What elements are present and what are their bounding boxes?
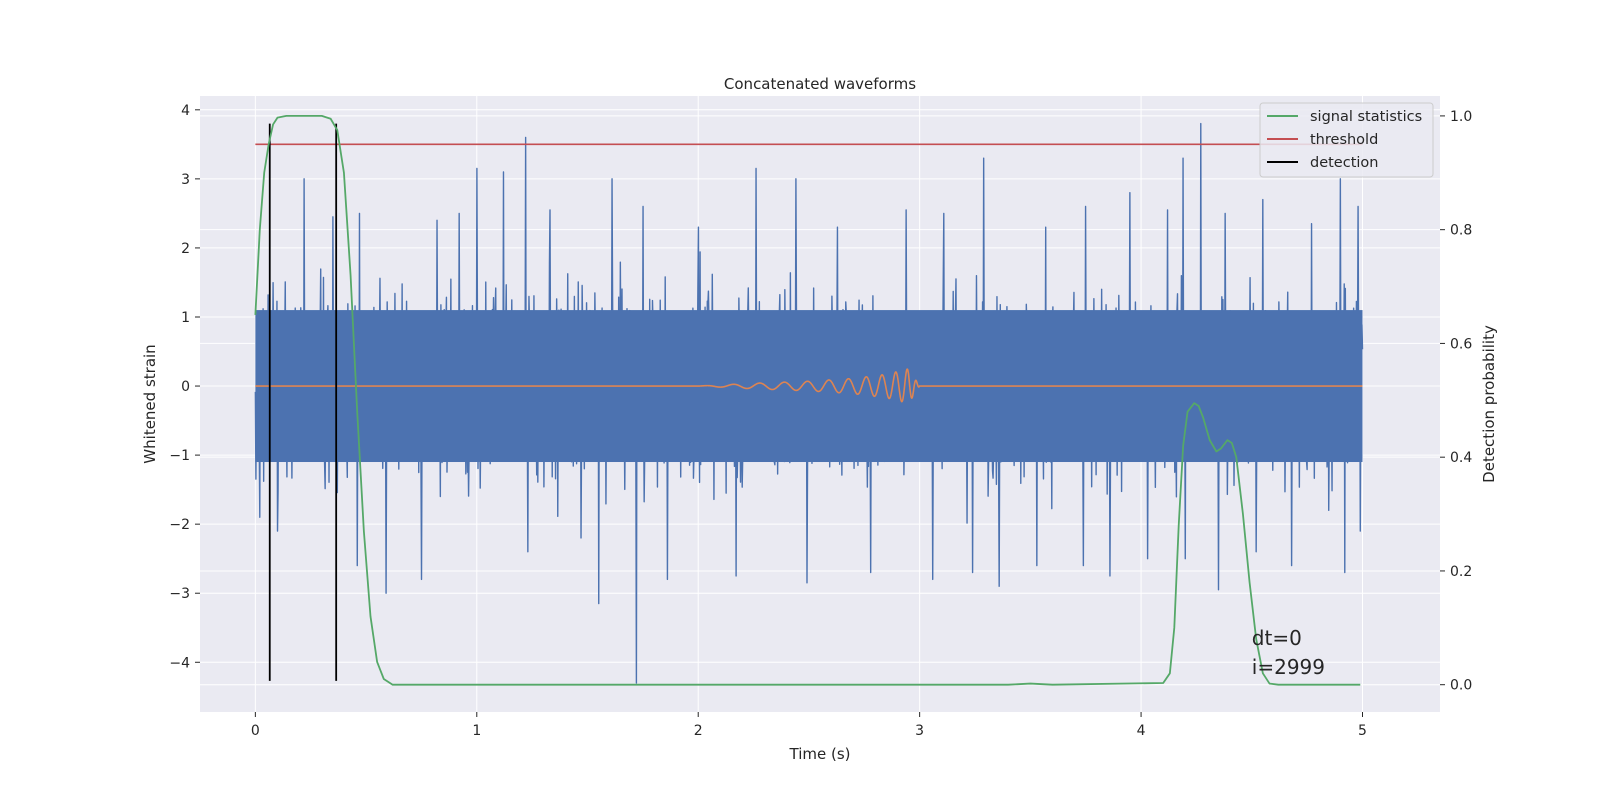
y2-tick-label: 1.0: [1450, 109, 1472, 125]
signal-statistics-line: [254, 115, 1361, 686]
annotation-dt: dt=0: [1252, 626, 1302, 650]
y-tick-label: 1: [181, 310, 190, 326]
y2-tick-label: 0.4: [1450, 450, 1472, 466]
y2-tick-label: 0.8: [1450, 223, 1472, 239]
legend-box: [1259, 102, 1434, 178]
legend: signal statistics threshold detection: [1259, 102, 1434, 178]
x-tick-label: 1: [472, 723, 481, 739]
y-tick-label: −3: [169, 586, 190, 602]
x-tick-label: 5: [1358, 723, 1367, 739]
waveform-line: [255, 368, 1363, 403]
legend-label-threshold: threshold: [1310, 132, 1378, 148]
x-tick-label: 0: [251, 723, 260, 739]
signal-statistics-series: [254, 115, 1361, 686]
y-tick-label: 2: [181, 241, 190, 257]
y-tick-label: 4: [181, 103, 190, 119]
y2-tick-label: 0.6: [1450, 336, 1472, 352]
x-tick-label: 3: [915, 723, 924, 739]
detection-series: [268, 123, 338, 681]
y-axis-title: Whitened strain: [141, 344, 159, 463]
y-tick-label: 3: [181, 172, 190, 188]
axes: 0 1 2 3 4 5 4 3 2 1 0 −1 −2 −3 −4 1.0 0.8 0.6 0.4 0.2 0.0: [169, 103, 1472, 739]
chart-title: Concatenated waveforms: [724, 75, 916, 93]
annotation-index: i=2999: [1252, 655, 1325, 679]
legend-label-signal-statistics: signal statistics: [1310, 109, 1422, 125]
y-tick-label: −4: [169, 655, 190, 671]
y-tick-label: −2: [169, 517, 190, 533]
legend-label-detection: detection: [1310, 155, 1378, 171]
y2-tick-label: 0.0: [1450, 678, 1472, 694]
y-tick-label: 0: [181, 379, 190, 395]
y2-axis-title: Detection probability: [1480, 325, 1498, 483]
y-tick-label: −1: [169, 448, 190, 464]
annotation: dt=0 i=2999: [1252, 626, 1325, 679]
x-tick-label: 2: [694, 723, 703, 739]
waveform-series: [255, 368, 1363, 403]
y2-tick-label: 0.2: [1450, 564, 1472, 580]
x-tick-label: 4: [1137, 723, 1146, 739]
x-axis-title: Time (s): [789, 745, 851, 763]
